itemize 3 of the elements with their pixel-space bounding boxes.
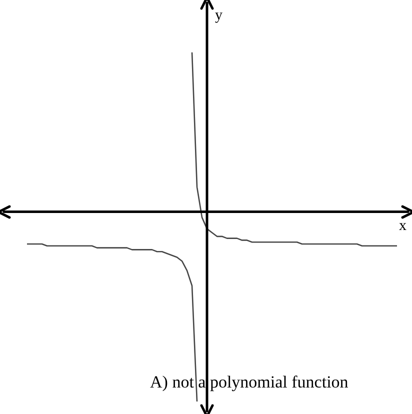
y-axis-title: y bbox=[215, 7, 223, 24]
x-axis-title: x bbox=[399, 218, 407, 234]
annotation: A) not a polynomial function bbox=[150, 372, 349, 392]
